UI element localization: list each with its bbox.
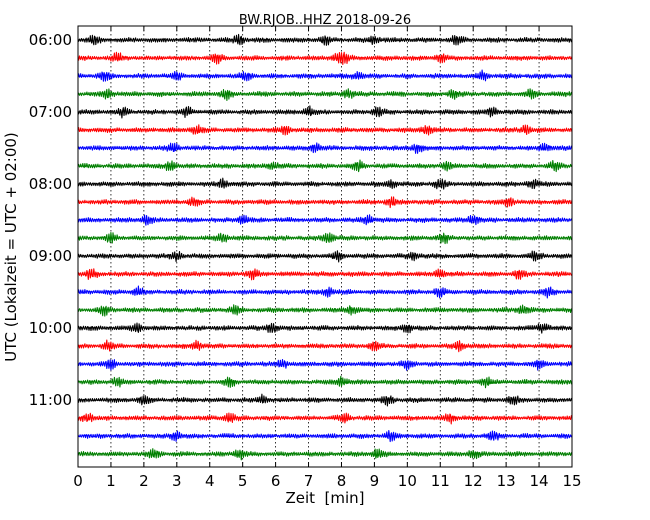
x-tick-label: 9 xyxy=(370,472,380,490)
x-tick-label: 11 xyxy=(431,472,450,490)
x-axis-label: Zeit [min] xyxy=(285,489,364,507)
y-tick-label: 09:00 xyxy=(29,247,72,265)
x-tick-label: 15 xyxy=(562,472,581,490)
seismogram-trace xyxy=(77,393,573,407)
plot-frame xyxy=(77,25,573,468)
y-tick-label: 10:00 xyxy=(29,319,72,337)
x-tick-label: 10 xyxy=(398,472,417,490)
seismogram-traces xyxy=(77,33,573,461)
y-axis-ticks: 06:00 07:00 08:00 09:00 10:00 11:00 xyxy=(29,31,572,409)
x-tick-label: 5 xyxy=(238,472,248,490)
seismogram-trace xyxy=(77,232,573,245)
x-tick-label: 2 xyxy=(139,472,149,490)
seismogram-trace xyxy=(77,375,573,389)
seismogram-trace xyxy=(77,430,573,443)
x-tick-label: 3 xyxy=(172,472,182,490)
y-tick-label: 07:00 xyxy=(29,103,72,121)
seismogram-trace xyxy=(77,448,573,461)
x-tick-label: 0 xyxy=(73,472,83,490)
seismogram-trace xyxy=(77,88,573,102)
seismogram-trace xyxy=(77,159,573,173)
seismogram-trace xyxy=(77,412,573,425)
y-tick-label: 06:00 xyxy=(29,31,72,49)
x-tick-label: 12 xyxy=(464,472,483,490)
seismogram-trace xyxy=(77,69,573,82)
seismogram-trace xyxy=(77,285,573,299)
seismogram-trace xyxy=(77,105,573,119)
seismogram-trace xyxy=(77,339,573,353)
seismogram-trace xyxy=(77,33,573,46)
chart-title: BW.RJOB..HHZ 2018-09-26 xyxy=(239,13,411,28)
seismogram-trace xyxy=(77,250,573,263)
y-tick-label: 08:00 xyxy=(29,175,72,193)
x-tick-label: 4 xyxy=(205,472,215,490)
y-axis-label: UTC (Lokalzeit = UTC + 02:00) xyxy=(2,132,20,362)
minute-grid xyxy=(110,26,540,467)
seismogram-trace xyxy=(77,322,573,334)
x-tick-label: 7 xyxy=(304,472,314,490)
x-tick-label: 14 xyxy=(530,472,549,490)
seismogram-trace xyxy=(77,358,573,371)
seismogram-trace xyxy=(77,196,573,209)
seismogram-trace xyxy=(77,142,573,154)
x-tick-label: 6 xyxy=(271,472,281,490)
x-axis-ticks: 0 1 2 3 4 5 6 7 8 9 10 11 12 13 14 15 xyxy=(73,26,582,490)
seismogram-trace xyxy=(77,177,573,190)
seismogram-trace xyxy=(77,304,573,317)
seismogram-trace xyxy=(77,51,573,66)
y-tick-label: 11:00 xyxy=(29,391,72,409)
seismogram-trace xyxy=(77,214,573,226)
x-tick-label: 8 xyxy=(337,472,347,490)
seismogram-trace xyxy=(77,268,573,281)
x-tick-label: 13 xyxy=(497,472,516,490)
seismogram-trace xyxy=(77,124,573,136)
x-tick-label: 1 xyxy=(106,472,116,490)
